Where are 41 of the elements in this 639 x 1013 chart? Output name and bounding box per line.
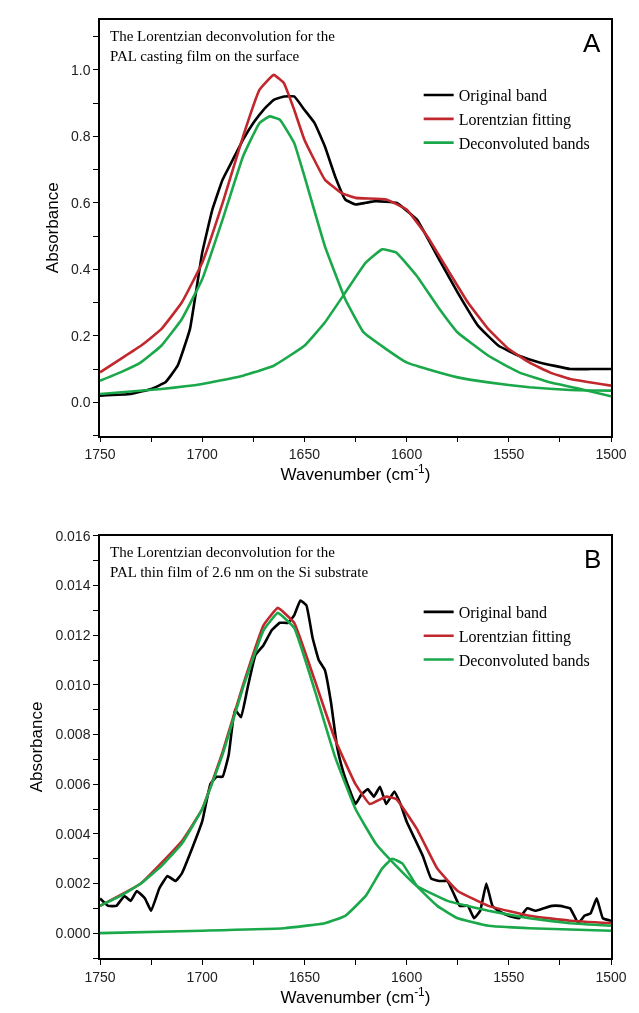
- annotation: The Lorentzian deconvolution for the PAL thin film of 2.6 nm on the Si substrate: [110, 544, 369, 580]
- y-tick-label: 0.4: [70, 261, 91, 278]
- legend-label: Lorentzian fitting: [458, 111, 572, 130]
- y-tick-label: 0.008: [55, 726, 91, 743]
- y-axis-title: Absorbance: [27, 701, 47, 793]
- x-tick-label: 1750: [84, 968, 116, 985]
- y-tick-label: 0.010: [55, 676, 91, 693]
- annotation: B: [584, 544, 602, 574]
- x-tick-label: 1600: [391, 446, 423, 463]
- legend-label: Deconvoluted bands: [458, 651, 590, 669]
- y-tick-label: 0.012: [55, 627, 91, 644]
- y-tick-label: 0.2: [70, 327, 91, 344]
- y-tick-label: 1.0: [70, 61, 91, 78]
- x-tick-label: 1550: [493, 446, 525, 463]
- x-tick-label: 1500: [595, 446, 627, 463]
- y-tick-label: 0.0: [70, 394, 91, 411]
- x-axis-title: Wavenumber (cm$^{-1}$): [280, 462, 431, 485]
- legend-label: Lorentzian fitting: [458, 627, 572, 646]
- x-tick-label: 1500: [595, 968, 627, 985]
- legend-label: Deconvoluted bands: [458, 134, 590, 152]
- x-tick-label: 1700: [186, 446, 218, 463]
- y-tick-label: 0.8: [70, 128, 91, 145]
- legend-label: Original band: [458, 604, 548, 623]
- annotation: The Lorentzian deconvolution for the PAL casting film on the surface: [110, 28, 336, 64]
- y-axis-title: Absorbance: [43, 182, 63, 274]
- y-tick-label: 0.000: [55, 925, 91, 942]
- annotation: A: [583, 28, 601, 58]
- x-tick-label: 1750: [84, 446, 116, 463]
- y-tick-label: 0.016: [55, 527, 91, 544]
- x-tick-label: 1600: [391, 968, 423, 985]
- x-tick-label: 1550: [493, 968, 525, 985]
- y-tick-label: 0.006: [55, 776, 91, 793]
- legend-label: Original band: [458, 87, 548, 106]
- y-tick-label: 0.002: [55, 875, 91, 892]
- y-tick-label: 0.6: [70, 194, 91, 211]
- x-tick-label: 1650: [288, 968, 321, 985]
- y-tick-label: 0.014: [55, 577, 91, 594]
- x-axis-title: Wavenumber (cm$^{-1}$): [280, 984, 431, 1007]
- x-tick-label: 1650: [288, 446, 321, 463]
- y-tick-label: 0.004: [55, 825, 91, 842]
- x-tick-label: 1700: [186, 968, 218, 985]
